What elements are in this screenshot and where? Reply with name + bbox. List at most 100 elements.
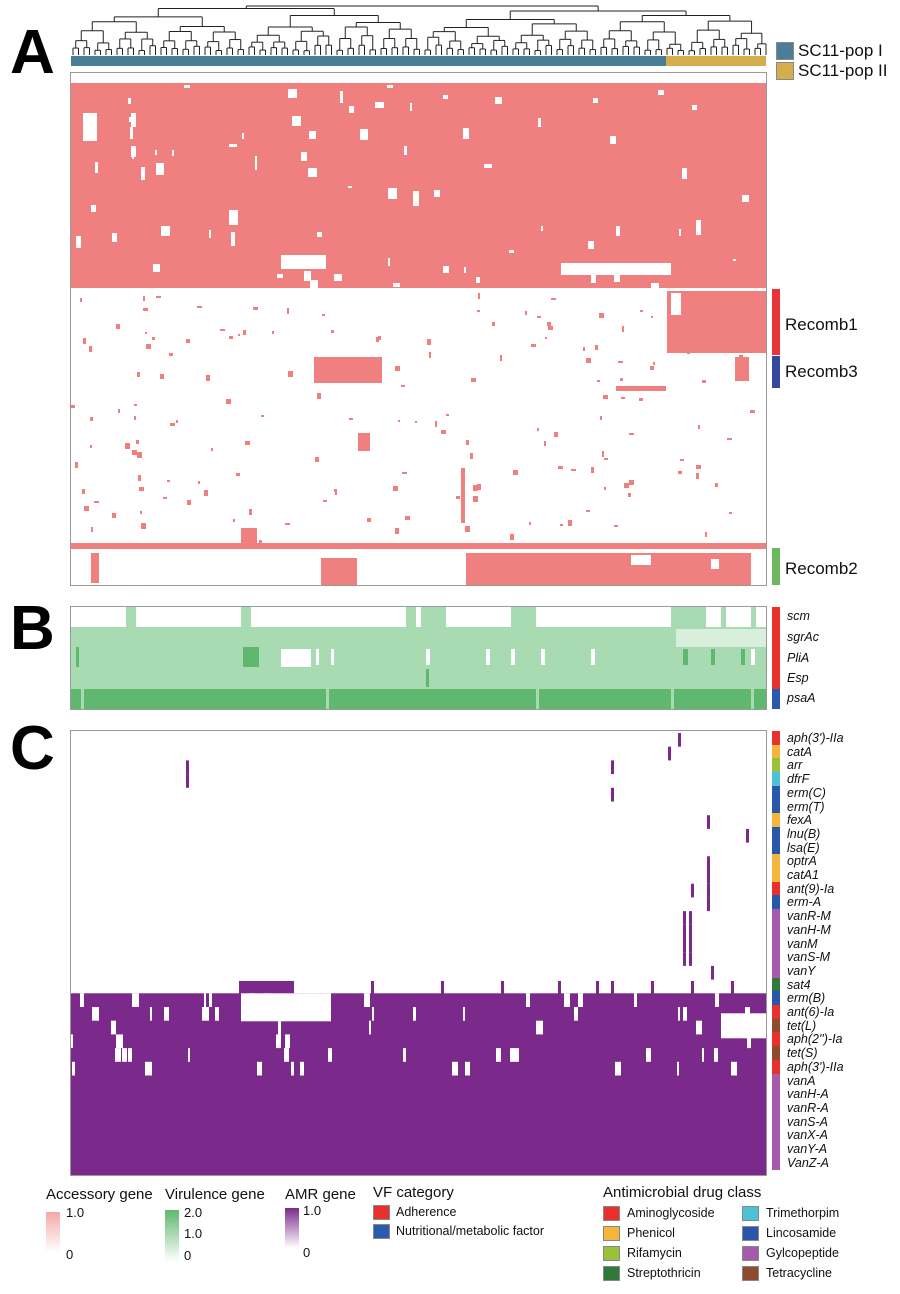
accessory-cell [427, 339, 431, 345]
accessory-cell [465, 526, 470, 532]
accessory-gap [231, 232, 235, 246]
amr-gap [403, 1048, 406, 1062]
accessory-gap [349, 106, 354, 113]
accessory-cell [715, 483, 718, 487]
legend-drug-swatch [603, 1206, 620, 1221]
amr-gap [714, 1048, 718, 1062]
legend-amr-max: 1.0 [303, 1203, 322, 1218]
accessory-gap [711, 559, 719, 569]
amr-gap [111, 1020, 116, 1035]
accessory-cell [138, 475, 141, 481]
amr-cell [683, 938, 686, 953]
amr-class-bar [772, 963, 780, 979]
amr-gene-label: ant(9)-Ia [787, 881, 835, 896]
amr-cell [689, 952, 692, 966]
legend-drug-swatch [603, 1266, 620, 1281]
virulence-cell-scm [696, 607, 701, 627]
accessory-cell [317, 393, 321, 399]
recomb3-label: Recomb3 [785, 362, 858, 381]
accessory-gap [229, 210, 238, 225]
accessory-cell [82, 489, 85, 494]
accessory-cell [720, 330, 723, 333]
accessory-gap [112, 233, 117, 242]
virulence-cell-scm [441, 607, 446, 627]
virulence-cell [541, 649, 545, 665]
accessory-cell [525, 311, 527, 315]
accessory-cell [687, 352, 690, 354]
legend-drug-swatch [603, 1246, 620, 1261]
accessory-cell [80, 298, 82, 302]
accessory-core-block [71, 83, 766, 288]
amr-gap [677, 1061, 679, 1076]
accessory-cell [568, 520, 572, 526]
virulence-cell [751, 649, 755, 665]
vf-category-nutritional-bar [772, 689, 780, 709]
accessory-gap [413, 191, 419, 206]
amr-gene-label: vanR-A [787, 1100, 829, 1115]
recomb2-label: Recomb2 [785, 559, 858, 578]
accessory-cell [393, 486, 398, 491]
panel-letter-b: B [10, 594, 55, 663]
accessory-gap [310, 280, 318, 290]
virulence-cell-psaA [671, 689, 674, 709]
amr-cell [707, 897, 710, 912]
accessory-cell [321, 558, 357, 585]
accessory-cell [112, 513, 116, 518]
accessory-gap [443, 95, 448, 99]
accessory-cell [89, 346, 92, 352]
amr-class-bar [772, 1100, 780, 1116]
amr-gene-label: vanA [787, 1073, 816, 1088]
accessory-gap [229, 144, 237, 147]
accessory-cell [137, 452, 142, 458]
cluster-bar-pop1 [71, 56, 666, 66]
accessory-cell [137, 372, 140, 377]
legend-vf-label-nutritional: Nutritional/metabolic factor [396, 1224, 544, 1238]
accessory-cell [470, 453, 473, 459]
vf-category-adherence-bar [772, 607, 780, 689]
accessory-cell [616, 386, 666, 391]
amr-gap [276, 1034, 281, 1049]
amr-gap [715, 993, 719, 1007]
amr-gap [702, 1048, 704, 1062]
accessory-gap [696, 220, 701, 235]
accessory-cell [204, 490, 208, 496]
accessory-cell [456, 496, 460, 499]
panel-letter-a: A [10, 18, 55, 87]
accessory-gap [387, 85, 393, 88]
cluster-label-pop2: SC11-pop II [798, 61, 888, 80]
accessory-gap [132, 155, 134, 159]
amr-gene-label: catA [787, 744, 813, 759]
legend-vf-swatch-adherence [373, 1205, 390, 1220]
accessory-cell [236, 473, 240, 476]
amr-cell [746, 828, 749, 843]
accessory-cell [595, 345, 598, 350]
virulence-cell-scm [691, 607, 696, 627]
accessory-gap [591, 269, 596, 283]
amr-cell [441, 981, 444, 994]
accessory-cell [415, 421, 417, 423]
amr-gene-label: ant(6)-Ia [787, 1005, 835, 1019]
accessory-cell [197, 306, 202, 308]
amr-gene-label: vanS-A [787, 1114, 828, 1129]
virulence-cell [511, 649, 515, 665]
amr-gene-label: vanR-M [787, 909, 831, 924]
accessory-cell [466, 440, 469, 445]
legend-virulence-gradient [165, 1210, 179, 1262]
virulence-cell-psaA [536, 689, 539, 709]
recomb1-bar [772, 289, 780, 355]
cluster-swatch-pop1 [776, 42, 794, 60]
accessory-gap [153, 264, 160, 272]
amr-cell [651, 981, 654, 994]
accessory-gap [155, 150, 157, 155]
amr-gene-label: optrA [787, 854, 817, 869]
accessory-cell [323, 500, 327, 502]
accessory-gap [443, 266, 449, 273]
amr-cell [186, 760, 189, 775]
amr-cell [558, 981, 561, 994]
amr-class-bar [772, 1059, 780, 1074]
accessory-cell [713, 350, 716, 353]
accessory-gap [541, 226, 543, 231]
amr-class-bar [772, 772, 780, 787]
virulence-cell [316, 649, 319, 665]
accessory-cell [243, 330, 246, 335]
